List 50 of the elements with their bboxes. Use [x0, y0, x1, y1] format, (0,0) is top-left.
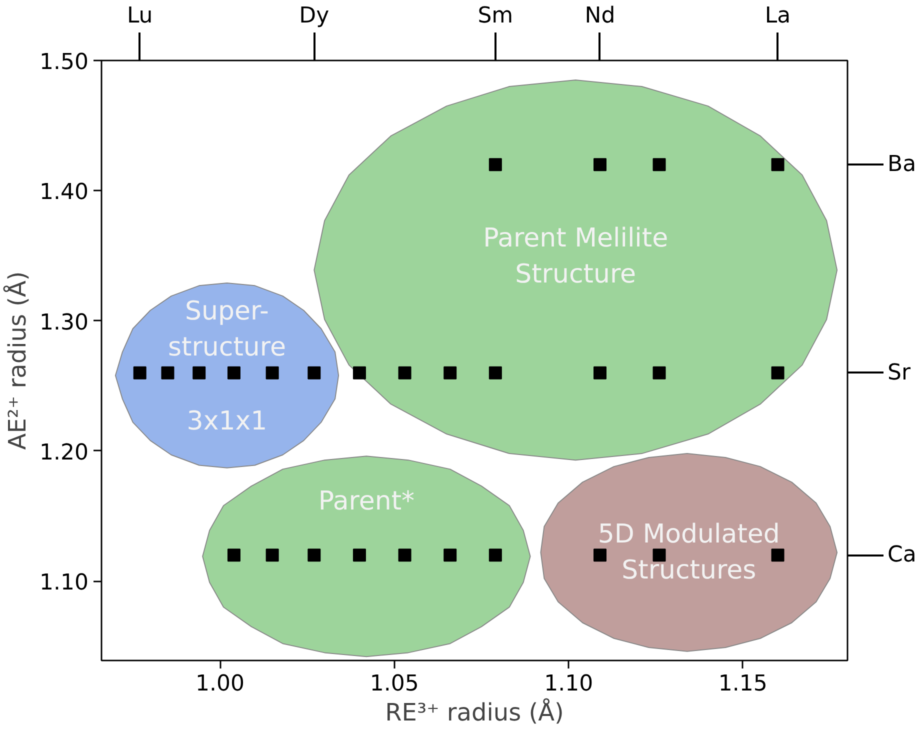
point [266, 548, 279, 562]
point [192, 366, 206, 380]
point [352, 548, 366, 562]
annotation: Dy [299, 4, 330, 28]
point [771, 548, 784, 562]
annotation: Parent* [318, 486, 415, 516]
point [398, 366, 412, 380]
annotation: Sm [478, 4, 514, 28]
point [308, 366, 321, 380]
point [771, 158, 784, 172]
y-tick-label: 1.10 [40, 570, 88, 596]
x-tick-label: 1.05 [370, 672, 419, 696]
y-axis-title: AE²⁺ radius (Å) [2, 271, 32, 450]
point [133, 366, 146, 380]
x-axis-title: RE³⁺ radius (Å) [385, 698, 564, 726]
x-tick-label: 1.00 [196, 672, 245, 696]
point [398, 548, 412, 562]
point [352, 366, 366, 380]
point [593, 548, 606, 562]
annotation: Lu [126, 4, 153, 28]
annotation: Nd [584, 4, 616, 28]
point [161, 366, 174, 380]
y-tick-label: 1.20 [40, 440, 88, 466]
point [308, 548, 321, 562]
legend-label: Sr [888, 360, 912, 386]
y-tick-label: 1.50 [40, 50, 88, 75]
y-tick-label: 1.40 [40, 180, 88, 206]
y-tick-label: 1.30 [40, 310, 88, 336]
annotation: Super- structure [168, 296, 286, 362]
point [488, 548, 502, 562]
point [266, 366, 279, 380]
annotation: 5D Modulated Structures [598, 519, 780, 586]
point [593, 158, 606, 172]
point [488, 366, 502, 380]
point [444, 366, 457, 380]
annotation: 3x1x1 [186, 406, 268, 437]
point [227, 366, 240, 380]
point [652, 158, 666, 172]
legend-label: Ba [888, 152, 916, 178]
point [227, 548, 240, 562]
x-tick-label: 1.10 [544, 672, 594, 696]
point [593, 366, 606, 380]
point [652, 366, 666, 380]
annotation: Parent Melilite Structure [483, 224, 668, 290]
point [444, 548, 457, 562]
point [771, 366, 784, 380]
annotation: La [764, 4, 791, 28]
point [488, 158, 502, 172]
x-tick-label: 1.15 [718, 672, 768, 696]
legend-label: Ca [888, 542, 916, 568]
